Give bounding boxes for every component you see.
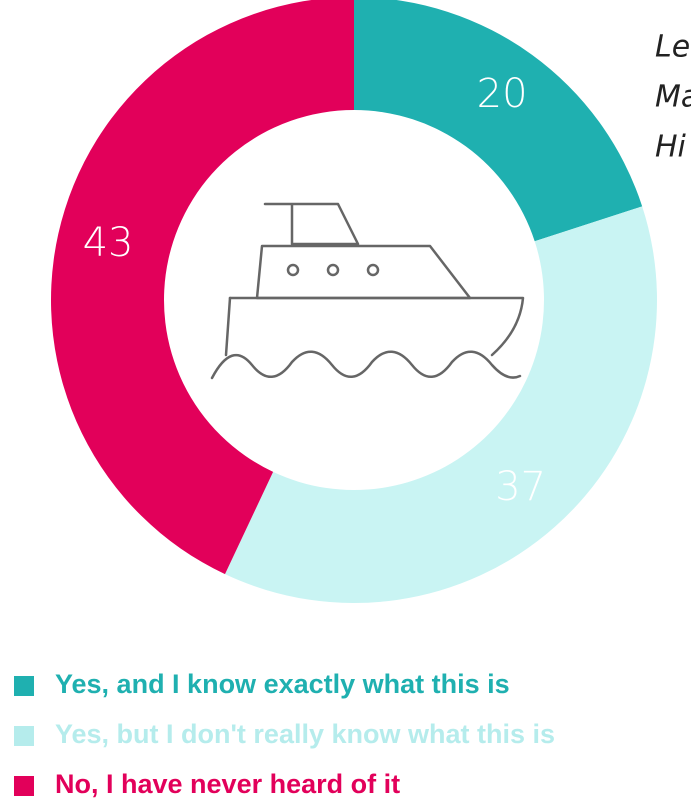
donut-slice [51, 0, 354, 575]
note-text: Ma [655, 80, 691, 115]
note-text: Le [655, 30, 690, 65]
donut-slice [224, 206, 657, 603]
legend-label: No, I have never heard of it [55, 769, 400, 799]
boat-icon [210, 202, 525, 380]
legend-swatch [14, 726, 34, 746]
legend-swatch [14, 776, 34, 796]
legend-label: Yes, but I don't really know what this i… [55, 719, 555, 749]
value-label: 20 [477, 71, 528, 117]
note-text: Hi [655, 130, 687, 165]
value-label: 37 [495, 464, 546, 510]
legend-swatch [14, 676, 34, 696]
donut-slice [354, 0, 643, 242]
legend-label: Yes, and I know exactly what this is [55, 669, 510, 699]
value-label: 43 [83, 220, 134, 266]
